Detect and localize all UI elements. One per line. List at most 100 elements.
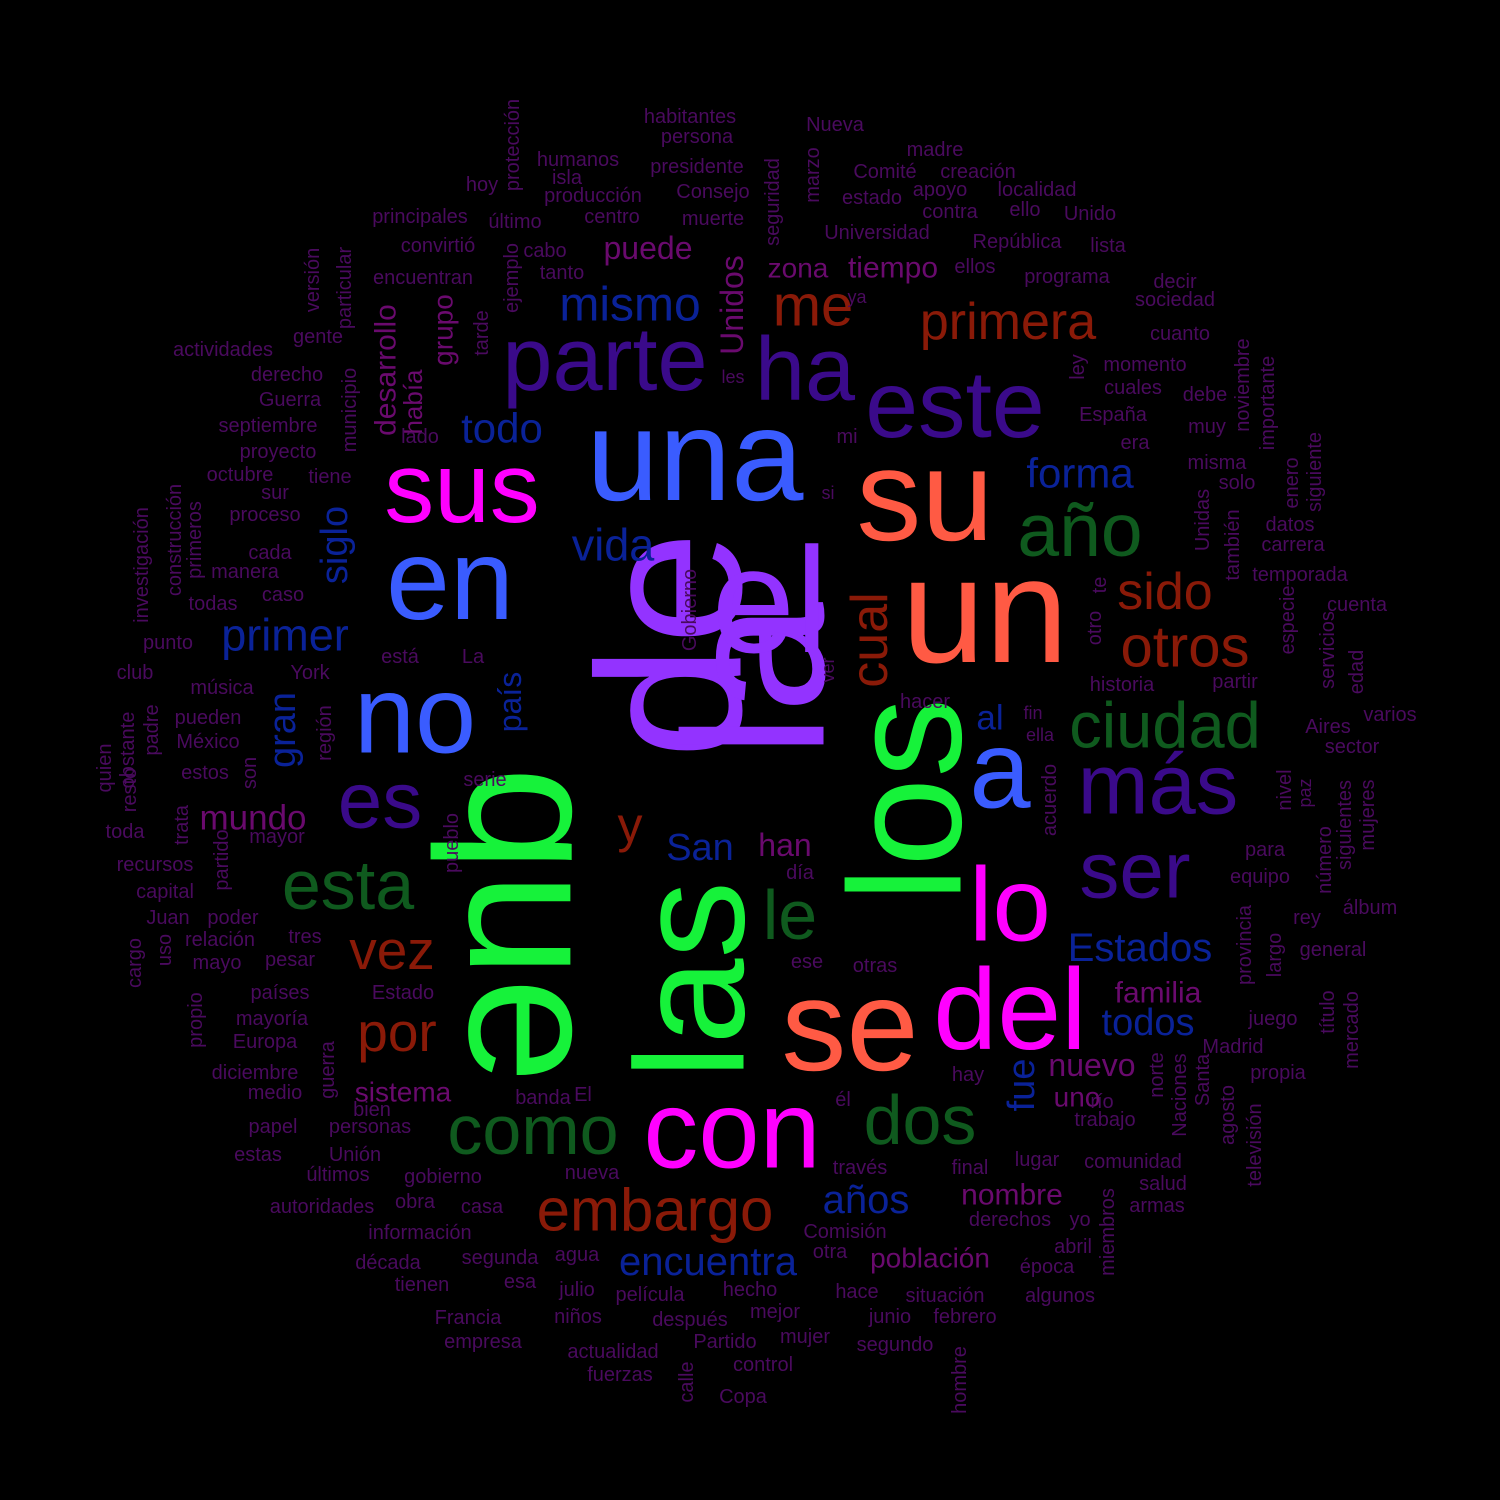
word-poblacion: población [870,1243,990,1274]
word-su: su [856,422,993,568]
word-europa: Europa [233,1031,298,1053]
word-nuevo: nuevo [1048,1047,1135,1083]
word-por: por [357,1001,437,1063]
word-ultimos: últimos [306,1164,369,1186]
word-obstante: obstante [117,712,139,789]
word-ultimo: último [488,211,541,233]
word-centro: centro [584,206,640,228]
word-juan: Juan [146,907,189,929]
word-hace: hace [835,1281,878,1303]
word-guerra: Guerra [259,389,322,411]
word-ese: ese [791,951,823,973]
word-apoyo: apoyo [913,179,968,201]
word-decada: década [355,1252,421,1274]
word-muy: muy [1188,416,1226,438]
word-informacion: información [368,1222,471,1244]
word-esta: esta [282,846,414,924]
word-diciembre: diciembre [212,1062,299,1084]
word-a: a [969,709,1031,832]
word-pueden: pueden [175,707,242,729]
word-septiembre: septiembre [219,415,318,437]
word-el: él [835,1089,851,1111]
word-en: en [386,516,514,644]
word-pueblo: pueblo [441,813,463,873]
word-ya: ya [847,287,867,307]
word-partir: partir [1212,671,1258,693]
word-nombre: nombre [961,1179,1063,1212]
word-no: no [354,654,476,777]
word-quien: quien [94,744,116,793]
word-encuentran: encuentran [373,267,473,289]
word-misma: misma [1188,452,1248,474]
word-las: las [604,881,777,1079]
word-ser: ser [1079,826,1190,915]
word-partido: Partido [693,1331,756,1353]
word-despues: después [652,1309,728,1331]
word-gobierno: gobierno [404,1166,482,1188]
word-te: te [1089,577,1111,594]
word-grupo: grupo [428,294,459,366]
word-lo: lo [969,847,1051,964]
word-la: la [644,601,867,757]
word-empresa: empresa [444,1331,523,1353]
word-bien: bien [353,1099,391,1121]
word-rey: rey [1293,907,1321,929]
word-traves: través [833,1157,887,1179]
word-estados: Estados [1068,926,1213,970]
word-mercado: mercado [1341,991,1363,1069]
word-sociedad: sociedad [1135,289,1215,311]
word-poder: poder [207,907,258,929]
word-largo: largo [1264,933,1286,977]
word-propio: propio [185,992,207,1048]
word-version: versión [302,248,324,312]
word-manera: manera [211,561,280,583]
word-particular: particular [334,247,356,330]
word-todos: todos [1102,1002,1195,1044]
word-la: La [462,646,485,668]
word-derechos: derechos [969,1209,1051,1231]
word-san: San [666,827,734,869]
word-republica: República [973,231,1063,253]
word-autoridades: autoridades [270,1196,375,1218]
word-madre: madre [907,139,964,161]
word-paises: países [251,982,310,1004]
word-mejor: mejor [750,1301,800,1323]
word-mujeres: mujeres [1357,779,1379,850]
word-provincia: provincia [1234,904,1256,985]
word-proteccion: protección [502,99,524,191]
word-nivel: nivel [1274,769,1296,810]
word-calle: calle [676,1361,698,1402]
word-enero: enero [1281,457,1303,508]
word-cada: cada [248,542,292,564]
word-club: club [117,662,154,684]
word-los: los [816,698,995,903]
word-madrid: Madrid [1202,1036,1263,1058]
word-solo: solo [1219,472,1256,494]
word-punto: punto [143,632,193,654]
word-tiene: tiene [308,466,351,488]
word-pelicula: película [616,1284,686,1306]
word-gobierno: Gobierno [679,569,701,651]
word-todas: todas [189,593,238,615]
word-copa: Copa [719,1386,768,1408]
word-universidad: Universidad [824,222,930,244]
word-agosto: agosto [1217,1085,1239,1145]
word-medio: medio [248,1082,302,1104]
word-cual: cual [841,592,899,687]
word-guerra: guerra [317,1040,339,1099]
word-aires: Aires [1305,716,1351,738]
word-norte: norte [1146,1052,1168,1098]
word-primeros: primeros [184,501,206,579]
word-como: como [447,1091,618,1169]
word-esa: esa [504,1271,537,1293]
word-al: al [976,699,1003,738]
word-armas: armas [1129,1195,1185,1217]
word-mujer: mujer [780,1326,830,1348]
word-santa: Santa [1192,1053,1214,1106]
word-principales: principales [372,206,468,228]
word-muerte: muerte [682,208,744,230]
word-union: Unión [329,1144,381,1166]
word-es: es [338,756,423,845]
word-municipio: municipio [339,368,361,452]
word-final: final [952,1157,989,1179]
